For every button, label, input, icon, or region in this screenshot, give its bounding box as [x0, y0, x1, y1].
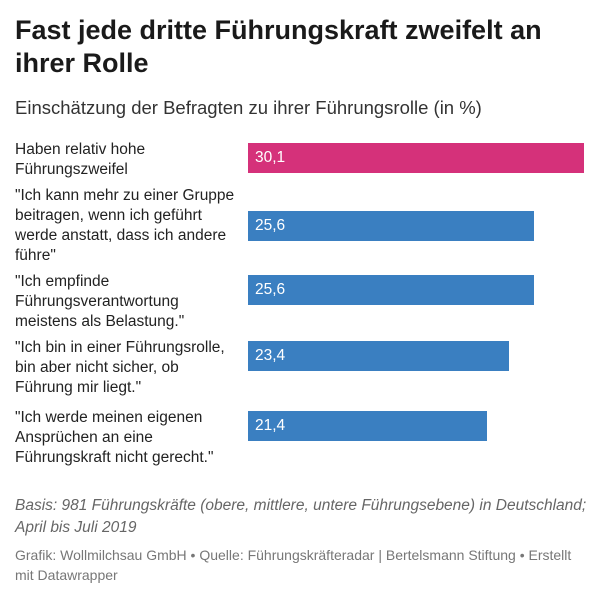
chart-title: Fast jede dritte Führungskraft zweifelt …	[15, 15, 542, 78]
bar-value-label: 25,6	[255, 217, 286, 234]
bar-value-label: 23,4	[255, 347, 286, 364]
bar-value-label: 21,4	[255, 417, 286, 434]
bar: 25,6	[248, 211, 534, 241]
bar: 30,1	[248, 143, 584, 173]
bar: 25,6	[248, 275, 534, 305]
chart-subtitle: Einschätzung der Befragten zu ihrer Führ…	[15, 97, 482, 118]
chart-footer: Grafik: Wollmilchsau GmbH • Quelle: Führ…	[15, 547, 572, 583]
bar-value-label: 25,6	[255, 281, 286, 298]
category-label: "Ich kann mehr zu einer Gruppe beitragen…	[15, 187, 235, 264]
bar: 21,4	[248, 411, 487, 441]
category-label: "Ich werde meinen eigenen Ansprüchen an …	[15, 409, 214, 466]
bar-chart: Haben relativ hohe Führungszweifel 30,1 "I…	[0, 130, 600, 470]
category-label: Haben relativ hohe Führungszweifel	[15, 141, 146, 178]
category-label: "Ich empfinde Führungsverantwortung meis…	[15, 273, 185, 330]
chart-note: Basis: 981 Führungskräfte (obere, mittle…	[15, 497, 587, 536]
bar: 23,4	[248, 341, 510, 371]
bar-value-label: 30,1	[255, 149, 286, 166]
category-label: "Ich bin in einer Führungsrolle, bin abe…	[15, 339, 225, 396]
